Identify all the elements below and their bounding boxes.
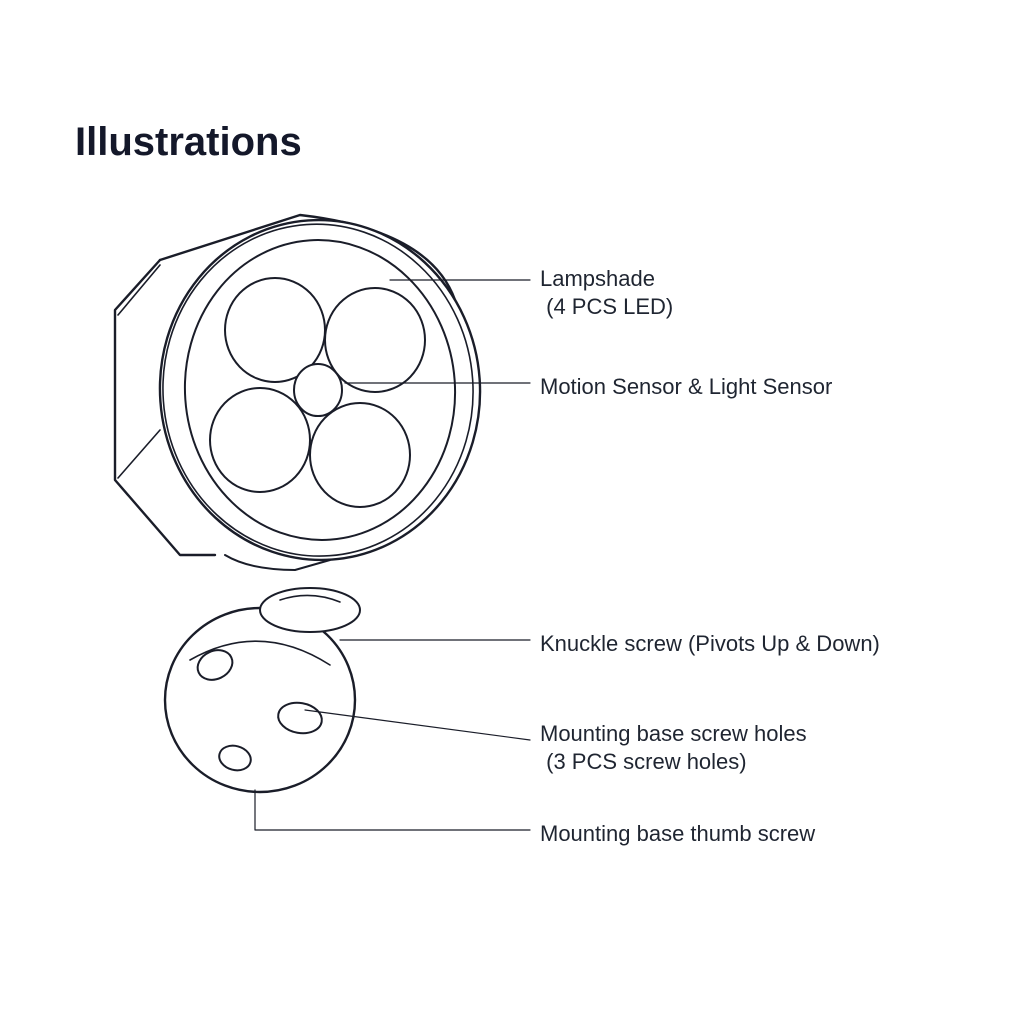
page: Illustrations Lampshade (4 PCS LED) Moti… — [0, 0, 1010, 1010]
product-diagram — [0, 0, 1010, 1010]
